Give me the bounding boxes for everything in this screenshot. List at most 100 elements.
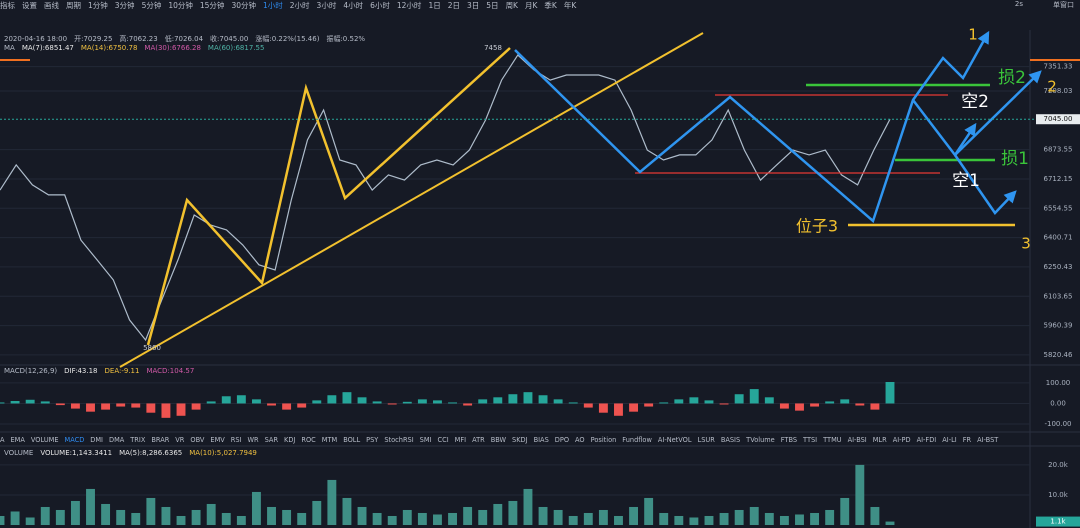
short-label: 空1 <box>952 171 980 191</box>
indicator-tab[interactable]: MTM <box>321 436 338 444</box>
toolbar-button[interactable]: 10分钟 <box>168 0 193 10</box>
indicator-tab[interactable]: OBV <box>190 436 205 444</box>
bar <box>553 509 563 525</box>
bar <box>206 401 216 404</box>
toolbar-button[interactable]: 1小时 <box>262 0 283 10</box>
indicator-tab[interactable]: VOLUME <box>30 436 59 444</box>
indicator-tab[interactable]: TVolume <box>746 436 775 444</box>
indicator-tab[interactable]: AI-BSI <box>847 436 867 444</box>
indicator-tab[interactable]: MFI <box>454 436 467 444</box>
toolbar-button[interactable]: 画线 <box>44 0 59 10</box>
toolbar-button[interactable]: 季K <box>544 0 557 10</box>
indicator-tab[interactable]: TRIX <box>130 436 146 444</box>
toolbar-button[interactable]: 3小时 <box>316 0 337 10</box>
indicator-tab[interactable]: SKDJ <box>512 436 528 444</box>
indicator-tab[interactable]: TTMU <box>823 436 842 444</box>
indicator-tab[interactable]: AI-NetVOL <box>657 436 692 444</box>
bar <box>191 509 201 525</box>
indicator-tab[interactable]: SAR <box>264 436 279 444</box>
indicator-tab[interactable]: AI-BST <box>977 436 999 444</box>
bar <box>795 514 804 525</box>
toolbar-button[interactable]: 月K <box>524 0 538 10</box>
indicator-tab[interactable]: Fundflow <box>622 436 652 444</box>
toolbar-button[interactable]: 4小时 <box>343 0 364 10</box>
bar <box>251 491 261 525</box>
bar <box>779 515 789 525</box>
toolbar-button[interactable]: 3分钟 <box>114 0 135 10</box>
bar <box>885 521 895 525</box>
drawings <box>119 30 1042 368</box>
bar <box>598 509 608 525</box>
indicator-tab[interactable]: ROC <box>301 436 316 444</box>
bar <box>508 394 518 404</box>
toolbar-button[interactable]: 15分钟 <box>199 0 225 10</box>
legend-item: MACD(12,26,9) <box>4 367 58 375</box>
indicator-tab[interactable]: DPO <box>554 436 570 444</box>
last-price-label: 7045.00 <box>1044 115 1073 123</box>
bar <box>734 509 744 525</box>
bar <box>448 512 457 525</box>
toolbar-button[interactable]: 5日 <box>486 0 499 10</box>
toolbar-button[interactable]: 5分钟 <box>141 0 162 10</box>
toolbar-button[interactable]: 设置 <box>22 0 37 10</box>
bar <box>372 401 382 404</box>
window-mode[interactable]: 单窗口 <box>1053 1 1074 9</box>
indicator-tabs: A EMA VOLUME MACD DMI DMA TRIX BRAR VR OBV EMV RSI W… <box>0 436 1004 444</box>
indicator-tab[interactable]: BIAS <box>533 436 549 444</box>
indicator-tab[interactable]: WR <box>247 436 259 444</box>
indicator-tab[interactable]: DMI <box>90 436 103 444</box>
volume-legend: VOLUME VOLUME:1,143.3411 MA(5):8,286.6365 M… <box>4 449 264 457</box>
bar <box>795 403 804 411</box>
indicator-tab[interactable]: AO <box>575 436 585 444</box>
bar <box>10 401 20 404</box>
toolbar-button[interactable]: 2小时 <box>289 0 310 10</box>
indicator-tab[interactable]: FR <box>962 436 972 444</box>
indicator-tab[interactable]: RSI <box>230 436 242 444</box>
toolbar-button[interactable]: 1日 <box>428 0 441 10</box>
toolbar-button[interactable]: 指标 <box>0 0 15 10</box>
indicator-tab[interactable]: BBW <box>490 436 507 444</box>
indicator-tab[interactable]: StochRSI <box>384 436 414 444</box>
indicator-tab[interactable]: Position <box>590 436 617 444</box>
indicator-tab[interactable]: LSUR <box>697 436 715 444</box>
toolbar-button[interactable]: 30分钟 <box>231 0 256 10</box>
refresh[interactable]: 2s <box>1014 0 1023 8</box>
bar <box>523 488 533 525</box>
toolbar-button[interactable]: 2日 <box>447 0 460 10</box>
indicator-tab[interactable]: DMA <box>109 436 125 444</box>
bar <box>146 497 156 525</box>
indicator-tab[interactable]: MLR <box>872 436 887 444</box>
indicator-tab[interactable]: BOLL <box>343 436 361 444</box>
bar <box>583 403 593 408</box>
indicator-tab[interactable]: VR <box>175 436 185 444</box>
indicator-tab[interactable]: CCI <box>437 436 449 444</box>
bar <box>221 396 231 404</box>
indicator-tab[interactable]: AI-FDI <box>916 436 937 444</box>
indicator-tab[interactable]: BASIS <box>720 436 741 444</box>
indicator-tab[interactable]: AI-PD <box>892 436 911 444</box>
indicator-tab[interactable]: A <box>0 436 5 444</box>
toolbar-button[interactable]: 1分钟 <box>88 0 108 10</box>
toolbar-button[interactable]: 12小时 <box>396 0 422 10</box>
indicator-tab[interactable]: EMA <box>10 436 25 444</box>
indicator-tab[interactable]: ATR <box>472 436 485 444</box>
indicator-tab[interactable]: AI-LI <box>942 436 957 444</box>
indicator-tab[interactable]: FTBS <box>780 436 798 444</box>
bar <box>478 399 488 404</box>
indicator-tab[interactable]: EMV <box>210 436 225 444</box>
indicator-tab[interactable]: PSY <box>366 436 379 444</box>
indicator-tab[interactable]: KDJ <box>284 436 296 444</box>
toolbar-button[interactable]: 6小时 <box>370 0 390 10</box>
indicator-tab[interactable]: MACD <box>64 436 85 444</box>
y-tick-label: 7351.33 <box>1044 63 1073 71</box>
toolbar-button[interactable]: 3日 <box>467 0 480 10</box>
indicator-tab[interactable]: SMI <box>419 436 432 444</box>
toolbar-button[interactable]: 周K <box>505 0 518 10</box>
indicator-tab[interactable]: BRAR <box>151 436 170 444</box>
macd-legend: MACD(12,26,9) DIF:43.18 DEA:-9.11 MACD:104.… <box>4 367 201 375</box>
toolbar-button[interactable]: 周期 <box>66 0 81 10</box>
bar <box>764 512 774 525</box>
bar <box>161 403 171 418</box>
toolbar-button[interactable]: 年K <box>563 0 577 10</box>
indicator-tab[interactable]: TTSI <box>803 436 818 444</box>
